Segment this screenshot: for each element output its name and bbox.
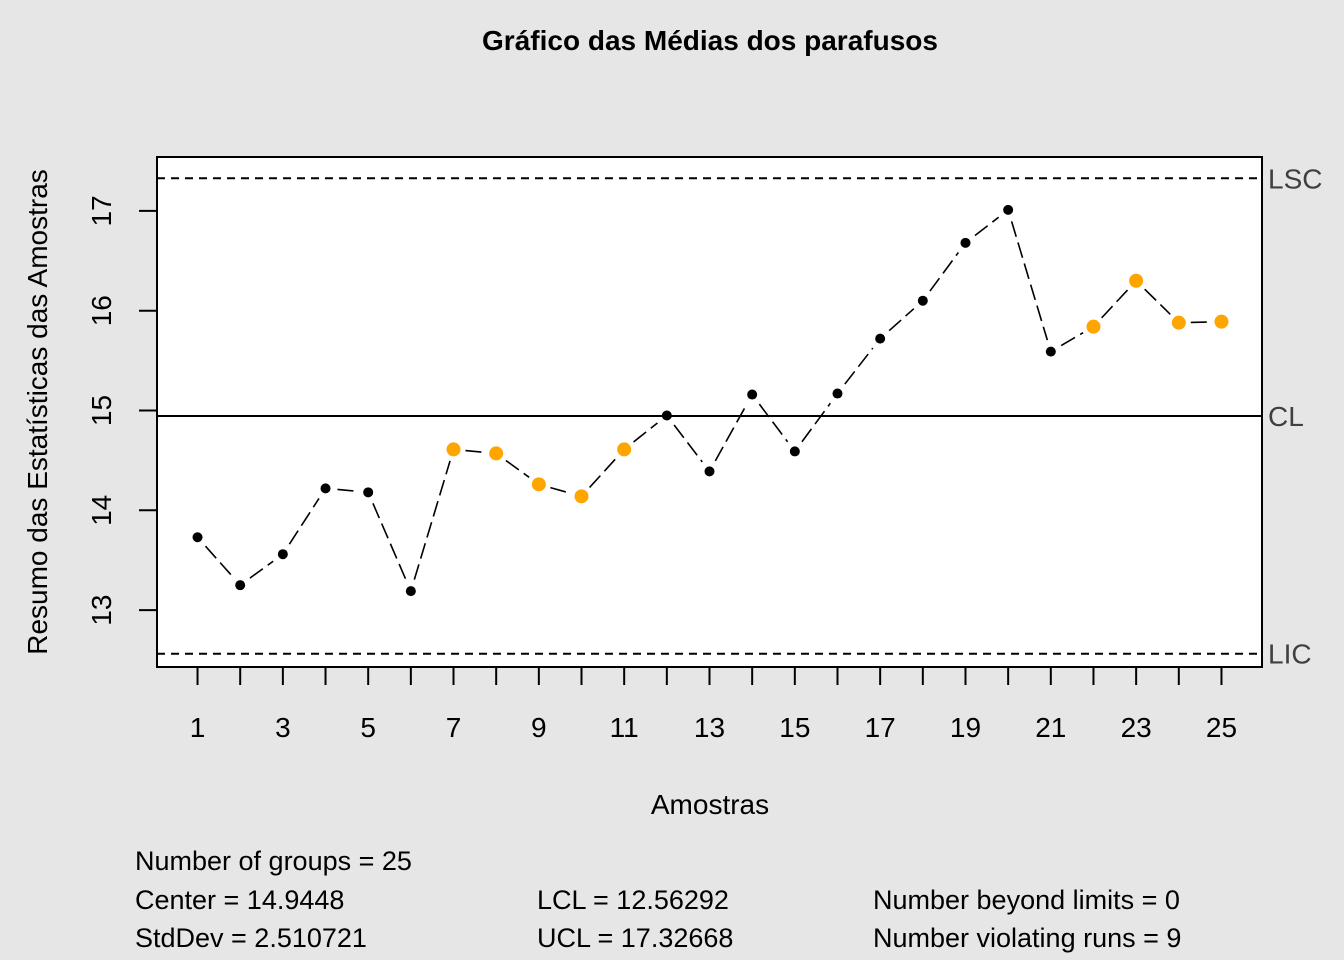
x-tick-label: 3 (275, 712, 291, 743)
x-tick-label: 7 (446, 712, 462, 743)
series-segment (465, 449, 485, 454)
plot-area (156, 156, 1263, 668)
y-tick-label: 16 (86, 295, 117, 326)
x-tick-label: 19 (950, 712, 981, 743)
series-segment (588, 457, 617, 488)
y-axis: 13 14 15 16 17 (86, 195, 157, 626)
series-segment (888, 308, 915, 332)
data-point (875, 333, 886, 344)
x-tick-label: 9 (531, 712, 547, 743)
data-point (405, 586, 416, 597)
data-point (192, 532, 203, 543)
series-segment (249, 560, 274, 579)
x-axis: 1 3 5 7 9 11 13 15 17 19 21 23 25 (190, 667, 1237, 743)
y-tick-label: 17 (86, 195, 117, 226)
y-tick-label: 15 (86, 395, 117, 426)
series-segment (758, 403, 789, 443)
y-axis-label: Resumo das Estatísticas das Amostras (22, 169, 53, 655)
series-segment (1101, 289, 1129, 319)
x-axis-label: Amostras (651, 789, 769, 820)
violating-point (531, 477, 546, 492)
x-tick-label: 11 (610, 712, 639, 743)
violating-point (1171, 315, 1186, 330)
stat-stddev: StdDev = 2.510721 (135, 923, 367, 953)
control-limit-labels: LSC CL LIC (1268, 163, 1322, 669)
series-segment (801, 402, 832, 443)
x-tick-label: 17 (865, 712, 896, 743)
series-segment (1010, 221, 1049, 341)
stat-violating-runs: Number violating runs = 9 (873, 923, 1182, 953)
data-point (363, 487, 374, 498)
y-tick-label: 13 (86, 595, 117, 626)
series-segment (550, 486, 571, 494)
violating-point (1214, 314, 1229, 329)
data-point (917, 295, 928, 306)
violating-point (617, 442, 632, 457)
violating-point (1086, 319, 1101, 334)
data-points (192, 204, 1229, 597)
data-point (960, 237, 971, 248)
stat-lcl: LCL = 12.56292 (537, 885, 729, 915)
control-limit-lines (157, 177, 1262, 655)
data-point (789, 446, 800, 457)
data-point (1045, 346, 1056, 357)
series-segment (974, 216, 1000, 237)
chart-title: Gráfico das Médias dos parafusos (482, 25, 938, 56)
data-point (235, 580, 246, 591)
series-segment (288, 497, 320, 545)
violating-point (446, 442, 461, 457)
data-point (277, 549, 288, 560)
x-tick-label: 21 (1035, 712, 1066, 743)
series-segment (673, 424, 703, 463)
y-tick-label: 14 (86, 495, 117, 526)
series-segment (714, 404, 748, 462)
stat-center: Center = 14.9448 (135, 885, 345, 915)
series-segment (844, 347, 874, 385)
ucl-label: LSC (1268, 163, 1322, 194)
stat-number-of-groups: Number of groups = 25 (135, 846, 412, 876)
violating-point (489, 446, 504, 461)
data-point (320, 483, 331, 494)
stat-ucl: UCL = 17.32668 (537, 923, 734, 953)
stat-beyond-limits: Number beyond limits = 0 (873, 885, 1180, 915)
series-segment (1144, 288, 1171, 315)
x-tick-label: 23 (1121, 712, 1152, 743)
series-segment (204, 545, 233, 577)
data-point (661, 410, 672, 421)
series-segment (505, 459, 530, 478)
series-segment (337, 488, 357, 493)
lcl-label: LIC (1268, 639, 1312, 670)
series-segment (929, 252, 960, 292)
series-segment (372, 503, 407, 581)
data-point (1003, 204, 1014, 215)
x-tick-label: 1 (190, 712, 206, 743)
series-segment (633, 422, 658, 443)
data-point (832, 388, 843, 399)
cl-label: CL (1268, 401, 1304, 432)
data-point (704, 466, 715, 477)
data-point (747, 389, 758, 400)
x-tick-label: 5 (360, 712, 376, 743)
x-tick-label: 15 (779, 712, 810, 743)
series-segment (1060, 332, 1084, 347)
x-tick-label: 13 (694, 712, 725, 743)
series-segment (413, 460, 451, 580)
violating-point (574, 489, 589, 504)
series-line (204, 216, 1210, 581)
x-tick-label: 25 (1206, 712, 1237, 743)
violating-point (1129, 273, 1144, 288)
